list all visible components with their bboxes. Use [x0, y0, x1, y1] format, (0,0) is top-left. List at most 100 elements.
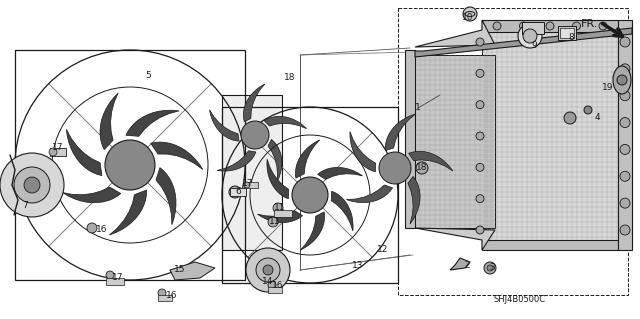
Bar — [244, 182, 258, 188]
Circle shape — [520, 22, 527, 30]
Polygon shape — [317, 167, 363, 180]
Polygon shape — [415, 28, 632, 57]
Text: 17: 17 — [52, 144, 64, 152]
Circle shape — [620, 64, 630, 74]
Text: 14: 14 — [262, 278, 274, 286]
Text: 17: 17 — [243, 179, 253, 188]
Circle shape — [617, 75, 627, 85]
Text: FR.: FR. — [581, 19, 598, 29]
Circle shape — [523, 29, 537, 43]
Polygon shape — [350, 131, 376, 172]
Circle shape — [105, 140, 155, 190]
Polygon shape — [264, 116, 307, 129]
Bar — [268, 287, 282, 293]
Circle shape — [273, 203, 283, 213]
Circle shape — [518, 24, 542, 48]
Bar — [482, 20, 618, 32]
Polygon shape — [150, 142, 203, 169]
Circle shape — [268, 281, 276, 289]
Circle shape — [476, 101, 484, 109]
Circle shape — [484, 262, 496, 274]
Bar — [106, 278, 124, 285]
Ellipse shape — [613, 66, 631, 94]
Text: 11: 11 — [275, 204, 285, 212]
Polygon shape — [408, 176, 420, 224]
Bar — [222, 95, 282, 250]
Polygon shape — [408, 151, 453, 171]
Polygon shape — [62, 187, 121, 203]
Circle shape — [620, 171, 630, 181]
Polygon shape — [332, 191, 353, 231]
Text: 19: 19 — [602, 84, 614, 93]
Bar — [405, 50, 415, 228]
Circle shape — [244, 182, 250, 188]
Bar — [222, 107, 398, 283]
Circle shape — [263, 265, 273, 275]
Text: 9: 9 — [531, 41, 537, 50]
Circle shape — [584, 106, 592, 114]
Text: 16: 16 — [272, 280, 284, 290]
Text: 4: 4 — [594, 114, 600, 122]
Bar — [558, 26, 576, 40]
Circle shape — [487, 265, 493, 271]
Circle shape — [476, 132, 484, 140]
Polygon shape — [126, 110, 179, 136]
Text: 18: 18 — [284, 73, 296, 83]
Circle shape — [158, 289, 166, 297]
Circle shape — [268, 217, 278, 227]
Polygon shape — [268, 139, 282, 182]
Text: 18: 18 — [416, 164, 428, 173]
Text: 12: 12 — [378, 246, 388, 255]
Polygon shape — [67, 129, 102, 176]
Text: 7: 7 — [22, 201, 28, 210]
Circle shape — [476, 195, 484, 203]
Circle shape — [546, 22, 554, 30]
Text: 8: 8 — [568, 33, 574, 42]
Circle shape — [24, 177, 40, 193]
Bar — [482, 32, 618, 240]
Polygon shape — [156, 167, 176, 225]
Bar — [15, 50, 245, 280]
Text: 1: 1 — [415, 103, 421, 113]
Polygon shape — [296, 140, 320, 178]
Circle shape — [620, 145, 630, 154]
Polygon shape — [109, 190, 147, 235]
Circle shape — [0, 153, 64, 217]
Circle shape — [476, 163, 484, 171]
Polygon shape — [450, 258, 470, 270]
Circle shape — [476, 69, 484, 77]
Polygon shape — [217, 151, 256, 171]
Circle shape — [620, 118, 630, 128]
Bar — [618, 20, 632, 250]
Text: 17: 17 — [112, 273, 124, 283]
Circle shape — [620, 198, 630, 208]
Bar — [158, 295, 172, 301]
Bar — [274, 210, 292, 217]
Bar — [398, 8, 628, 295]
Circle shape — [106, 271, 114, 279]
Circle shape — [463, 7, 477, 21]
Circle shape — [14, 167, 50, 203]
Bar — [522, 22, 544, 34]
Circle shape — [87, 223, 97, 233]
Polygon shape — [385, 114, 416, 151]
Bar — [415, 55, 495, 228]
Polygon shape — [243, 84, 265, 122]
Polygon shape — [209, 110, 239, 141]
Text: SHJ4B0500C: SHJ4B0500C — [494, 295, 546, 305]
Circle shape — [564, 112, 576, 124]
Text: 3: 3 — [489, 263, 495, 272]
Circle shape — [229, 186, 241, 198]
Polygon shape — [415, 228, 495, 250]
Circle shape — [620, 37, 630, 47]
Text: 13: 13 — [352, 261, 364, 270]
Bar — [230, 188, 246, 196]
Circle shape — [241, 121, 269, 149]
Text: 5: 5 — [145, 70, 151, 79]
Text: 10: 10 — [462, 13, 474, 23]
Text: 15: 15 — [174, 265, 186, 275]
Polygon shape — [415, 20, 495, 47]
Ellipse shape — [465, 11, 475, 17]
Polygon shape — [267, 159, 289, 199]
Circle shape — [246, 248, 290, 292]
